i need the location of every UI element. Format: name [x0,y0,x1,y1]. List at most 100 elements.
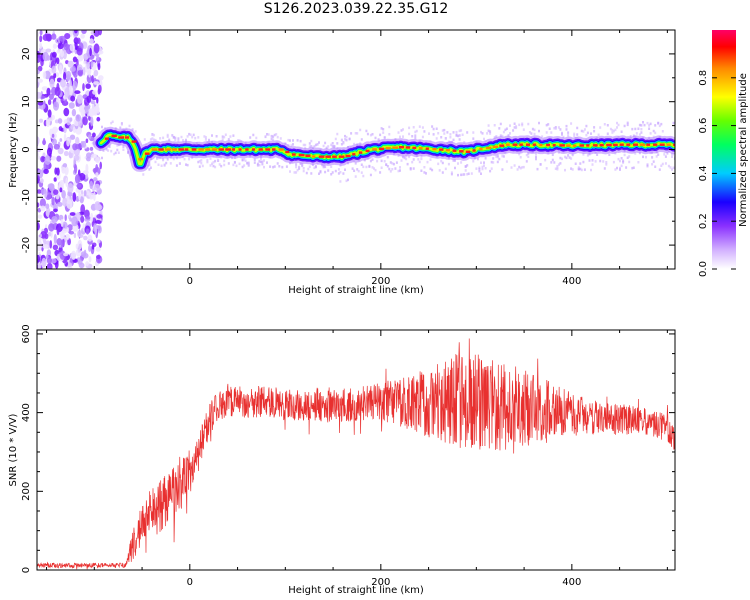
ridge-peak [191,148,197,151]
ridge-peak [352,153,356,156]
x-tick-label: 0 [187,276,193,287]
noise-blob [63,71,67,81]
noise-blob [79,172,86,181]
halo-pixel [342,142,345,145]
noise-blob [49,240,53,249]
halo-pixel [360,138,363,141]
noise-blob [37,69,40,75]
noise-blob [49,93,54,100]
halo-pixel [108,145,111,148]
ridge-peak [378,147,385,151]
noise-blob [45,48,52,53]
halo-pixel [397,131,400,134]
halo-pixel [149,166,152,169]
halo-pixel [467,172,470,175]
noise-blob [68,85,74,96]
halo-pixel [509,124,511,127]
halo-pixel [571,153,574,157]
halo-pixel [502,155,505,158]
halo-pixel [301,164,304,168]
halo-pixel [671,152,673,156]
halo-pixel [322,144,325,148]
halo-pixel [518,123,521,127]
noise-blob [60,50,65,58]
halo-pixel [438,169,441,172]
noise-blob [85,173,89,180]
noise-blob [40,188,47,195]
halo-pixel [165,161,168,165]
halo-pixel [626,123,629,127]
halo-pixel [269,165,272,168]
halo-pixel [603,123,606,126]
noise-blob [42,71,47,79]
noise-blob [70,95,76,102]
noise-blob [63,119,68,124]
halo-pixel [672,121,675,125]
noise-blob [86,74,92,84]
halo-pixel [295,171,298,174]
halo-pixel [263,159,265,162]
halo-pixel [399,166,401,169]
noise-blob [85,228,90,235]
halo-pixel [264,135,267,138]
halo-pixel [256,164,259,167]
noise-blob [37,202,40,208]
halo-pixel [623,124,626,128]
halo-pixel [521,122,524,125]
halo-pixel [380,159,383,163]
halo-pixel [247,161,250,165]
ridge-peak [124,136,129,139]
ridge-peak [419,147,423,150]
noise-blob [50,156,57,161]
halo-pixel [625,166,628,169]
halo-pixel [635,132,638,135]
halo-pixel [417,158,420,161]
halo-pixel [318,172,320,175]
halo-pixel [180,135,183,139]
halo-pixel [557,163,560,166]
halo-pixel [408,126,411,130]
halo-pixel [185,138,187,142]
halo-pixel [353,169,356,172]
halo-pixel [437,162,440,166]
halo-pixel [314,165,317,168]
noise-blob [76,47,83,56]
halo-pixel [611,131,614,134]
halo-pixel [437,132,440,135]
halo-pixel [379,133,382,137]
halo-pixel [495,135,498,138]
noise-blob [96,116,101,122]
noise-blob [67,183,74,193]
halo-pixel [252,133,255,137]
halo-pixel [586,131,589,135]
ridge-peak [312,155,316,158]
noise-blob [77,239,83,250]
halo-pixel [596,153,599,156]
halo-pixel [585,124,588,128]
noise-blob [78,190,81,201]
halo-pixel [457,162,459,165]
noise-blob [62,163,68,168]
halo-pixel [247,164,250,167]
noise-blob [41,257,47,268]
halo-pixel [299,162,302,165]
halo-pixel [359,128,362,132]
halo-pixel [515,126,518,130]
ridge-peak [178,148,185,151]
halo-pixel [461,133,464,136]
halo-pixel [521,166,524,169]
x-tick-label: 0 [187,577,193,588]
ridge-peak [231,148,235,151]
halo-pixel [617,123,620,127]
halo-pixel [463,141,466,144]
noise-blob [80,108,86,117]
halo-pixel [389,170,392,173]
halo-pixel [620,157,623,160]
noise-blob [67,192,74,197]
noise-blob [96,55,100,62]
halo-pixel [122,148,125,151]
halo-pixel [389,161,392,164]
halo-pixel [626,156,629,159]
halo-pixel [310,139,313,143]
halo-pixel [191,135,194,139]
